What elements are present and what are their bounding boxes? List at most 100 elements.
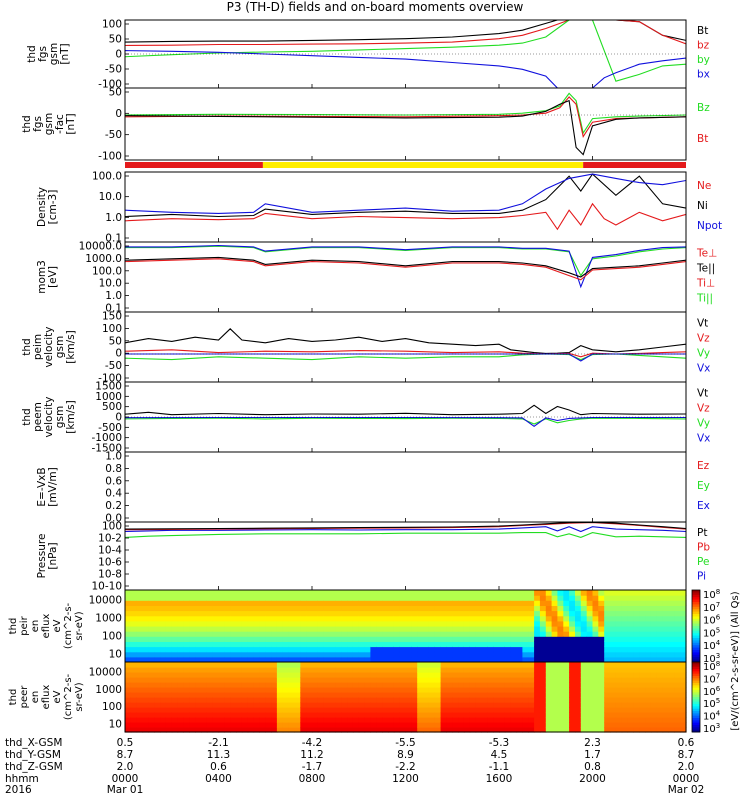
series-1-0 xyxy=(125,92,686,135)
y-tick-label-1-3: -100 xyxy=(98,151,122,163)
y-tick-label-5-0: 1500 xyxy=(95,381,122,393)
legend-5-1: Vz xyxy=(697,402,710,414)
y-tick-label-4-2: 50 xyxy=(109,335,122,347)
legend-3-3: Ti|| xyxy=(696,292,713,304)
spec-label-1-0: thd xyxy=(8,689,19,706)
time-tick-3: 1200 xyxy=(392,773,419,785)
y-tick-label-6-5: 0.0 xyxy=(105,513,122,525)
y-label-5-2: velocity xyxy=(43,396,55,437)
y-tick-label-5-4: -500 xyxy=(98,422,122,434)
y-label-4-0: thd xyxy=(21,338,33,355)
spec-tick-1-3: 10 xyxy=(109,719,122,731)
y-tick-label-0-3: -50 xyxy=(105,64,122,76)
y-label-6-1: [mV/m] xyxy=(47,467,59,506)
spec-label-0-4: eV xyxy=(52,619,63,632)
orbit-value-2-4: -1.1 xyxy=(489,761,510,773)
colorbar-tick-0-0: 108 xyxy=(703,588,720,601)
orbit-value-0-2: -4.2 xyxy=(302,737,323,749)
spec-label-0-6: sr-eV) xyxy=(74,611,85,640)
series-2-0 xyxy=(125,173,686,218)
series-7-2 xyxy=(125,522,686,531)
year-label: 2016 xyxy=(5,784,32,796)
y-label-7-1: [nPa] xyxy=(47,542,59,569)
y-tick-label-4-5: -100 xyxy=(98,373,122,385)
series-1-2 xyxy=(125,99,686,156)
legend-3-2: Ti⊥ xyxy=(696,277,715,289)
y-tick-label-0-1: 50 xyxy=(109,34,122,46)
y-tick-label-2-1: 10.0 xyxy=(99,191,122,203)
legend-7-0: Pt xyxy=(697,527,707,539)
colorbar-tick-1-0: 108 xyxy=(703,660,720,673)
spectrogram-0: 10000 1000 100 10 thd peir en eflux eV (cm^2-s-sr… xyxy=(8,588,721,665)
y-label-6-0: E=-VxB xyxy=(36,467,48,506)
colorbar-label: [eV/(cm^2-s-sr-eV)] (All Qs) xyxy=(730,591,741,730)
spec-tick-0-2: 100 xyxy=(102,631,122,643)
colorbar-tick-1-3: 105 xyxy=(703,697,720,710)
panel-frame-1 xyxy=(124,87,687,161)
legend-2-0: Ne xyxy=(697,180,711,192)
y-label-2-0: Density xyxy=(36,187,48,227)
y-tick-label-0-0: 100 xyxy=(102,19,122,31)
y-label-0-0: thd xyxy=(26,45,38,62)
series-0-1 xyxy=(125,20,686,47)
legend-4-1: Vz xyxy=(697,332,710,344)
legend-1-1: Bt xyxy=(697,133,708,145)
mode-bar-seg-0 xyxy=(125,162,263,168)
legend-4-3: Vx xyxy=(697,362,710,374)
y-tick-label-7-4: 10-8 xyxy=(98,569,122,581)
y-tick-label-5-5: -1000 xyxy=(91,432,122,444)
y-label-0-2: gsm xyxy=(48,43,60,65)
time-tick-2: 0800 xyxy=(299,773,326,785)
spec-label-0-3: eflux xyxy=(41,614,52,639)
series-4-2 xyxy=(125,353,686,361)
orbit-value-0-6: 0.6 xyxy=(678,737,695,749)
y-tick-label-4-3: 0 xyxy=(115,348,122,360)
y-label-3-1: [eV] xyxy=(47,266,59,288)
orbit-value-0-5: 2.3 xyxy=(584,737,601,749)
time-tick-6: 0000 xyxy=(673,773,700,785)
spec-tick-1-1: 1000 xyxy=(95,684,122,696)
spec-tick-0-0: 10000 xyxy=(89,595,122,607)
colorbar-tick-0-3: 105 xyxy=(703,626,720,639)
legend-1-0: Bz xyxy=(697,102,710,114)
orbit-value-0-0: 0.5 xyxy=(117,737,134,749)
y-label-2-1: [cm-3] xyxy=(47,190,59,225)
orbit-value-1-2: 11.2 xyxy=(300,749,323,761)
date-label-6: Mar 02 xyxy=(668,784,705,796)
series-7-3 xyxy=(125,522,686,530)
legend-2-1: Ni xyxy=(697,200,708,212)
y-tick-label-2-3: 0.1 xyxy=(105,233,122,245)
y-label-4-2: velocity xyxy=(43,326,55,367)
legend-7-2: Pe xyxy=(697,556,709,568)
y-tick-label-3-3: 10.0 xyxy=(99,278,122,290)
orbit-value-1-3: 8.9 xyxy=(397,749,414,761)
y-tick-label-3-5: 0.1 xyxy=(105,303,122,315)
y-label-1-3: -fac xyxy=(54,114,66,134)
orbit-label-1: thd_Y-GSM xyxy=(5,749,61,761)
spec-label-0-0: thd xyxy=(8,618,19,635)
orbit-value-2-6: 2.0 xyxy=(678,761,695,773)
series-3-2 xyxy=(125,256,686,278)
panel-1: 50 0 -50 -100 thd fgs gsm -fac [nT] Bz Bt xyxy=(21,87,710,163)
orbit-value-2-1: 0.6 xyxy=(210,761,227,773)
y-tick-label-1-1: 0 xyxy=(115,108,122,120)
series-2-1 xyxy=(125,202,686,231)
series-0-2 xyxy=(125,20,686,82)
panel-frame-7 xyxy=(124,521,687,591)
y-label-4-4: [km/s] xyxy=(65,330,77,364)
y-label-0-3: [nT] xyxy=(59,43,71,64)
legend-0-0: Bt xyxy=(697,25,708,37)
y-tick-label-7-5: 10-10 xyxy=(91,581,122,593)
y-tick-label-4-0: 150 xyxy=(102,311,122,323)
spec-label-1-6: sr-eV) xyxy=(74,682,85,711)
series-4-3 xyxy=(125,353,686,362)
colorbar-tick-0-1: 107 xyxy=(703,601,720,614)
orbit-value-1-4: 4.5 xyxy=(491,749,508,761)
y-label-1-0: thd xyxy=(21,115,33,132)
page-title: P3 (TH-D) fields and on-board moments ov… xyxy=(226,0,524,14)
y-tick-label-7-1: 10-2 xyxy=(98,533,122,545)
y-tick-label-4-4: -50 xyxy=(105,360,122,372)
